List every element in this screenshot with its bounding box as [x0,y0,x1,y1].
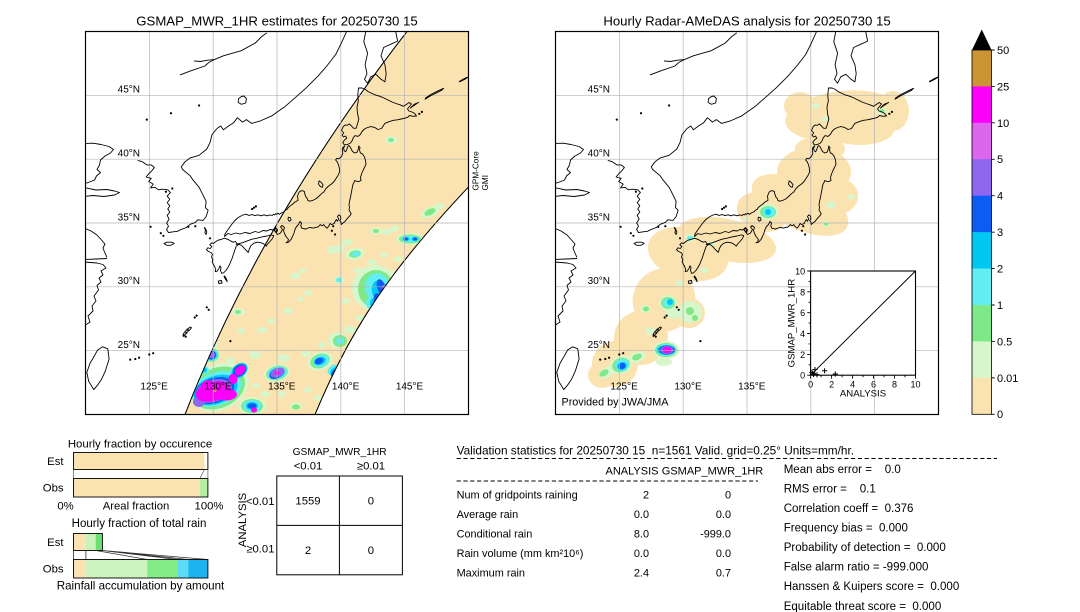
svg-text:45°N: 45°N [588,85,610,96]
svg-text:40°N: 40°N [588,149,610,160]
svg-text:45°N: 45°N [118,85,140,96]
svg-text:8: 8 [892,379,897,389]
svg-text:25°N: 25°N [118,340,140,351]
svg-text:Obs: Obs [43,483,64,495]
svg-text:False alarm ratio = -999.000: False alarm ratio = -999.000 [784,562,929,574]
svg-text:Equitable threat score = 0.00: Equitable threat score = 0.000 [784,601,942,612]
svg-text:ANALYSIS: ANALYSIS [237,492,249,547]
svg-text:2.4: 2.4 [634,568,649,580]
svg-text:4: 4 [997,191,1003,203]
svg-text:30°N: 30°N [118,276,140,287]
svg-text:6: 6 [871,379,876,389]
svg-text:GMI: GMI [481,175,490,190]
svg-text:1559: 1559 [295,496,320,508]
svg-text:2: 2 [643,489,649,501]
svg-text:25°N: 25°N [588,340,610,351]
svg-text:0.01: 0.01 [997,373,1018,385]
svg-text:125°E: 125°E [610,382,638,393]
svg-text:4: 4 [850,379,855,389]
svg-text:3: 3 [997,227,1003,239]
svg-text:2: 2 [305,545,311,557]
svg-text:ANALYSIS: ANALYSIS [840,389,886,400]
svg-text:GPM-Core: GPM-Core [472,151,481,191]
svg-text:50: 50 [997,45,1009,57]
svg-text:Maximum rain: Maximum rain [457,568,525,580]
svg-text:10: 10 [910,379,920,389]
svg-text:0%: 0% [57,501,73,513]
svg-text:Rainfall accumulation by amoun: Rainfall accumulation by amount [57,580,225,593]
svg-text:Hourly Radar-AMeDAS analysis f: Hourly Radar-AMeDAS analysis for 2025073… [603,14,890,29]
svg-text:0: 0 [808,379,813,389]
svg-text:40°N: 40°N [118,149,140,160]
svg-text:0: 0 [368,496,374,508]
svg-text:2: 2 [800,350,805,360]
svg-text:135°E: 135°E [268,382,296,393]
svg-text:4: 4 [800,329,805,339]
svg-text:Frequency bias = 0.000: Frequency bias = 0.000 [784,523,908,535]
svg-text:2: 2 [829,379,834,389]
svg-text:0: 0 [800,371,805,381]
svg-text:Mean abs error = 0.0: Mean abs error = 0.0 [784,464,901,476]
svg-text:Conditional rain: Conditional rain [457,529,533,541]
svg-text:100%: 100% [195,501,224,513]
svg-text:135°E: 135°E [738,382,766,393]
svg-text:0: 0 [368,545,374,557]
svg-text:35°N: 35°N [588,212,610,223]
svg-text:<0.01: <0.01 [246,496,275,508]
svg-text:Correlation coeff = 0.376: Correlation coeff = 0.376 [784,503,914,515]
svg-text:GSMAP_MWR_1HR: GSMAP_MWR_1HR [787,279,798,368]
svg-text:25: 25 [997,81,1009,93]
svg-text:0.5: 0.5 [997,336,1012,348]
svg-text:≥0.01: ≥0.01 [357,461,385,473]
svg-text:0.7: 0.7 [716,568,731,580]
svg-text:130°E: 130°E [204,382,232,393]
svg-text:GSMAP_MWR_1HR: GSMAP_MWR_1HR [293,447,387,458]
svg-text:30°N: 30°N [588,276,610,287]
svg-text:0.0: 0.0 [634,509,649,521]
svg-text:35°N: 35°N [118,212,140,223]
svg-text:ANALYSIS: ANALYSIS [606,466,659,478]
svg-text:10: 10 [795,267,805,277]
svg-text:10: 10 [997,118,1009,130]
svg-text:Areal fraction: Areal fraction [103,501,170,513]
svg-text:Rain volume (mm km²10⁶): Rain volume (mm km²10⁶) [457,548,584,560]
svg-text:GSMAP_MWR_1HR: GSMAP_MWR_1HR [662,466,764,478]
svg-text:130°E: 130°E [674,382,702,393]
svg-text:Est: Est [47,456,64,468]
svg-text:Num of gridpoints raining: Num of gridpoints raining [457,489,578,501]
svg-text:Hourly fraction by occurence: Hourly fraction by occurence [68,439,212,451]
svg-text:Average rain: Average rain [457,509,519,521]
svg-text:Hanssen & Kuipers score = 0.0: Hanssen & Kuipers score = 0.000 [784,581,960,593]
svg-text:140°E: 140°E [332,382,360,393]
svg-text:0: 0 [997,409,1003,421]
svg-text:6: 6 [800,308,805,318]
svg-text:≥0.01: ≥0.01 [246,544,274,556]
svg-text:GSMAP_MWR_1HR estimates for 20: GSMAP_MWR_1HR estimates for 20250730 15 [136,14,417,29]
svg-text:1: 1 [997,300,1003,312]
svg-text:125°E: 125°E [140,382,168,393]
svg-text:Probability of detection = 0.: Probability of detection = 0.000 [784,542,946,554]
svg-text:0: 0 [725,489,731,501]
svg-text:145°E: 145°E [396,382,424,393]
svg-text:<0.01: <0.01 [294,461,323,473]
svg-text:Provided by JWA/JMA: Provided by JWA/JMA [562,397,670,409]
svg-text:Validation statistics for 2025: Validation statistics for 20250730 15 n=… [457,444,854,458]
svg-text:Obs: Obs [43,564,64,576]
svg-text:Hourly fraction of total rain: Hourly fraction of total rain [72,518,207,530]
svg-text:Est: Est [47,537,64,549]
svg-text:-999.0: -999.0 [700,529,731,541]
svg-text:RMS error = 0.1: RMS error = 0.1 [784,483,876,495]
svg-text:8.0: 8.0 [634,529,649,541]
svg-text:2: 2 [997,264,1003,276]
svg-text:0.0: 0.0 [716,548,731,560]
svg-text:8: 8 [800,287,805,297]
svg-text:0.0: 0.0 [634,548,649,560]
svg-text:0.0: 0.0 [716,509,731,521]
svg-text:5: 5 [997,154,1003,166]
